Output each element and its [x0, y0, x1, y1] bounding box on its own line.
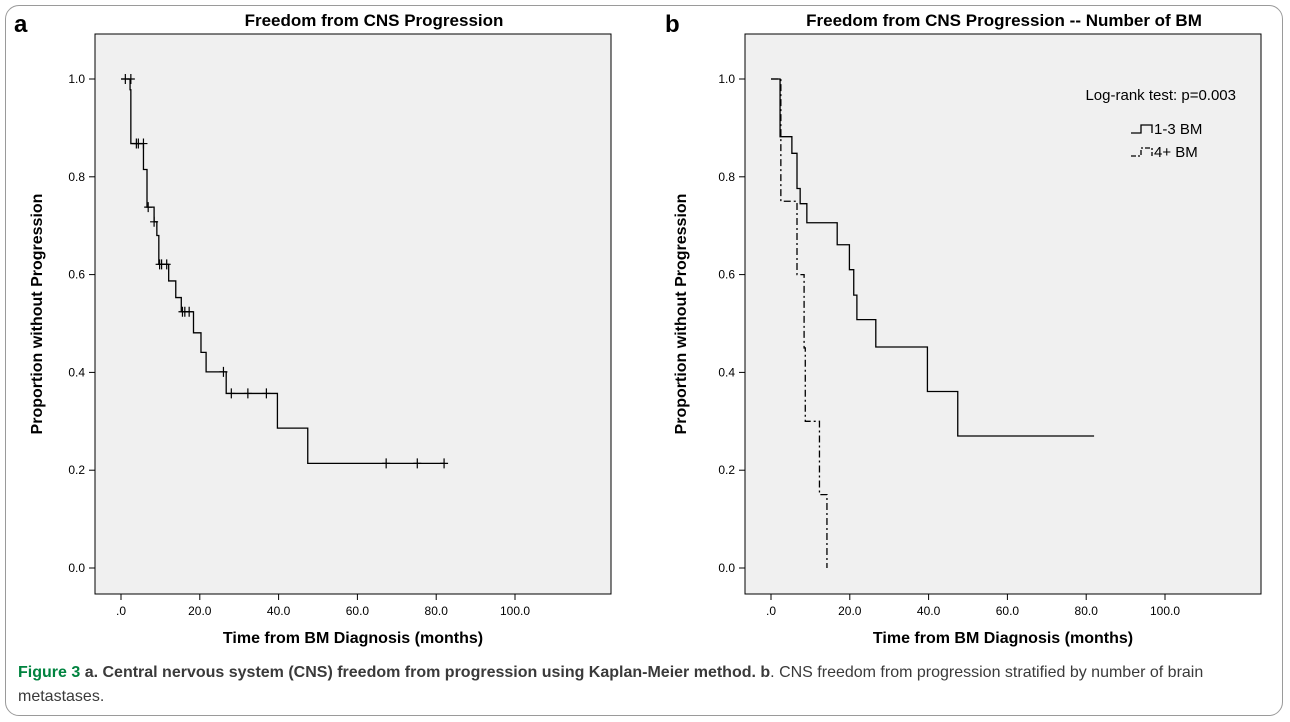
censored-mark [185, 306, 194, 317]
caption-part-b-text: . CNS freedom from progression stratifie… [18, 664, 1204, 705]
censored-mark [139, 138, 148, 149]
censored-mark [382, 458, 391, 469]
x-tick-label: 20.0 [838, 604, 862, 618]
chart-title: Freedom from CNS Progression [245, 11, 504, 30]
censored-mark [262, 388, 271, 399]
chart-panel-b: b Freedom from CNS Progression -- Number … [665, 11, 1262, 647]
figure-svg: a Freedom from CNS Progression 0.0 0.2 0.4 0.… [14, 11, 1262, 647]
y-tick-label: 0.8 [718, 170, 735, 184]
x-axis-label: Time from BM Diagnosis (months) [873, 630, 1133, 647]
y-tick-label: 0.6 [68, 268, 85, 282]
y-axis-label: Proportion without Progression [29, 194, 46, 435]
y-tick-label: 0.8 [68, 170, 85, 184]
series-line-0 [121, 78, 445, 465]
y-tick-label: 0.2 [68, 463, 85, 477]
y-axis-label: Proportion without Progression [673, 194, 690, 435]
series-line-1-3-bm [771, 78, 1095, 437]
y-tick-label: 1.0 [68, 72, 85, 86]
x-tick-label: 60.0 [996, 604, 1020, 618]
x-tick-label: .0 [116, 604, 126, 618]
y-tick-label: 1.0 [718, 72, 735, 86]
x-tick-label: 100.0 [500, 604, 530, 618]
logrank-annotation: Log-rank test: p=0.003 [1085, 87, 1236, 104]
y-tick-label: 0.2 [718, 463, 735, 477]
censored-mark [413, 458, 422, 469]
caption-part-a-letter: a [84, 664, 94, 681]
plot-area [744, 33, 1262, 595]
caption-part-b-letter: b [760, 664, 771, 681]
y-tick-label: 0.0 [68, 561, 85, 575]
y-tick-label: 0.4 [68, 365, 85, 379]
censored-mark [144, 202, 153, 213]
censored-mark [243, 388, 252, 399]
x-tick-label: 20.0 [188, 604, 212, 618]
legend-swatch [1131, 147, 1153, 157]
censored-mark [227, 388, 236, 399]
censored-mark [126, 74, 135, 84]
panel-label: a [14, 11, 28, 38]
legend-label: 4+ BM [1154, 144, 1198, 161]
x-tick-label: 80.0 [425, 604, 449, 618]
caption-figure-label: Figure 3 [18, 664, 81, 681]
legend-swatch [1131, 124, 1153, 134]
series-line-4-bm [771, 78, 828, 568]
censored-mark [150, 216, 159, 227]
chart-panel-a: a Freedom from CNS Progression 0.0 0.2 0.4 0.… [14, 11, 612, 647]
censored-mark [219, 366, 228, 377]
y-tick-label: 0.0 [718, 561, 735, 575]
x-tick-label: 100.0 [1150, 604, 1180, 618]
x-tick-label: 40.0 [267, 604, 291, 618]
x-tick-label: 80.0 [1075, 604, 1099, 618]
chart-title: Freedom from CNS Progression -- Number o… [806, 11, 1202, 30]
y-tick-label: 0.6 [718, 268, 735, 282]
plot-area [94, 33, 612, 595]
caption-part-a-text: . Central nervous system (CNS) freedom f… [93, 664, 756, 681]
censored-mark [162, 259, 171, 270]
legend-label: 1-3 BM [1154, 121, 1202, 138]
figure-frame: a Freedom from CNS Progression 0.0 0.2 0.4 0.… [5, 5, 1283, 716]
x-tick-label: .0 [766, 604, 776, 618]
y-tick-label: 0.4 [718, 365, 735, 379]
panel-label: b [665, 11, 680, 38]
censored-mark [440, 458, 449, 469]
x-tick-label: 40.0 [917, 604, 941, 618]
x-tick-label: 60.0 [346, 604, 370, 618]
x-axis-label: Time from BM Diagnosis (months) [223, 630, 483, 647]
figure-caption: Figure 3 a. Central nervous system (CNS)… [18, 661, 1273, 709]
